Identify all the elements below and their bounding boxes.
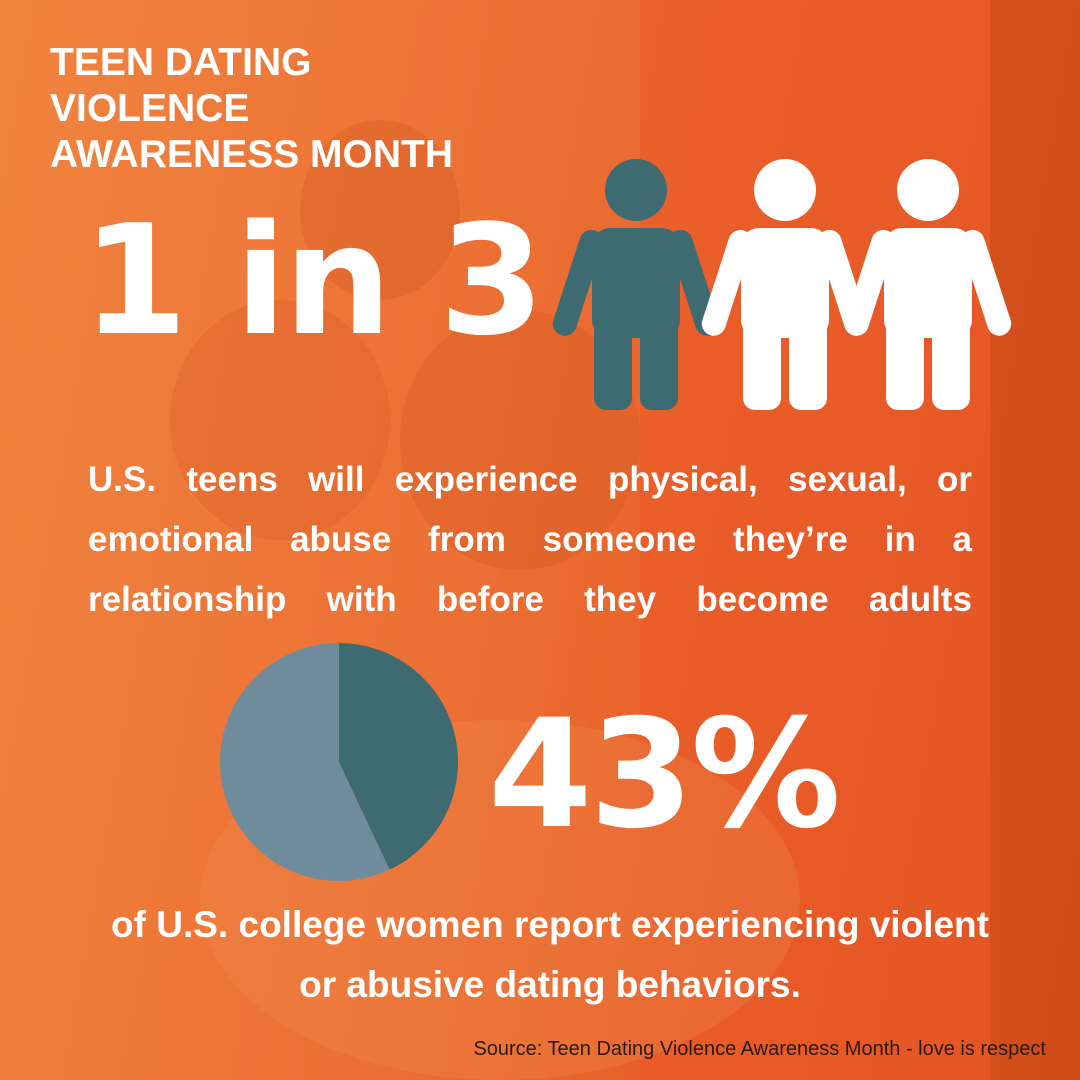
title: TEEN DATING VIOLENCE AWARENESS MONTH — [50, 40, 453, 178]
person-icon — [698, 159, 872, 410]
title-line: AWARENESS MONTH — [50, 133, 454, 176]
title-line: VIOLENCE — [50, 87, 250, 130]
stat-text: of U.S. college women report experiencin… — [111, 904, 989, 1005]
source: Source: Teen Dating Violence Awareness M… — [473, 1038, 1046, 1060]
pie-slice — [339, 643, 458, 870]
stat-text: U.S. teens will experience physical, sex… — [88, 460, 972, 619]
person-icon — [841, 159, 1015, 410]
title-line: TEEN DATING — [50, 41, 312, 84]
percent-label: 43% — [488, 688, 841, 862]
headline: 1 in 3 — [82, 192, 545, 369]
pie-remainder — [220, 643, 390, 881]
person-icon-highlighted — [549, 159, 723, 410]
